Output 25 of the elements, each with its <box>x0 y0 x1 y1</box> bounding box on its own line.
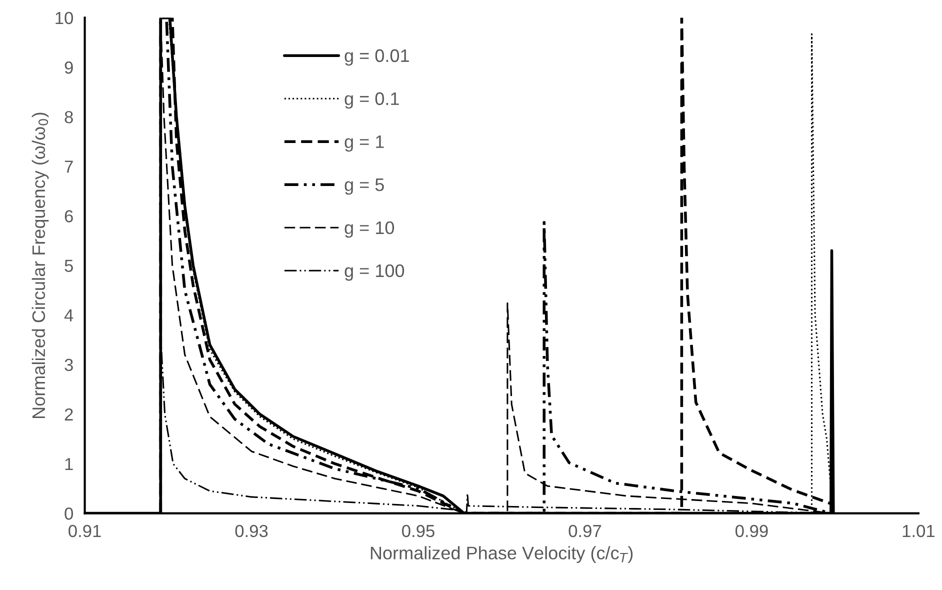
y-tick-label: 2 <box>64 408 73 420</box>
x-tick-label: 0.99 <box>736 524 768 538</box>
legend-label: g = 1 <box>344 136 384 152</box>
x-tick-label: 0.95 <box>402 524 434 538</box>
legend-label: g = 100 <box>344 264 404 281</box>
x-tick-label: 0.93 <box>235 524 268 538</box>
x-tick-label: 0.97 <box>568 524 602 538</box>
legend-label: g = 5 <box>344 178 384 195</box>
legend-label: g = 0.01 <box>344 49 409 66</box>
y-tick-label: 4 <box>64 309 74 322</box>
y-tick-label: 10 <box>56 12 73 24</box>
y-tick-label: 5 <box>64 260 73 272</box>
y-tick-label: 3 <box>64 358 73 372</box>
legend-label: g = 10 <box>344 221 394 238</box>
y-tick-label: 6 <box>64 210 73 222</box>
y-tick-label: 0 <box>64 507 73 520</box>
y-tick-label: 9 <box>64 61 73 74</box>
y-tick-label: 7 <box>64 160 73 173</box>
x-tick-label: 0.91 <box>68 524 101 538</box>
x-axis-title: Normalized Phase Velocity (c/c$_{T}$) <box>370 546 633 563</box>
y-tick-label: 1 <box>65 458 73 470</box>
y-axis-title: Normalized Circular Frequency (ω/ω$_{0}$) <box>32 112 49 418</box>
x-tick-label: 1.01 <box>902 524 934 538</box>
y-tick-label: 8 <box>64 110 73 124</box>
legend-label: g = 0.1 <box>344 92 399 109</box>
